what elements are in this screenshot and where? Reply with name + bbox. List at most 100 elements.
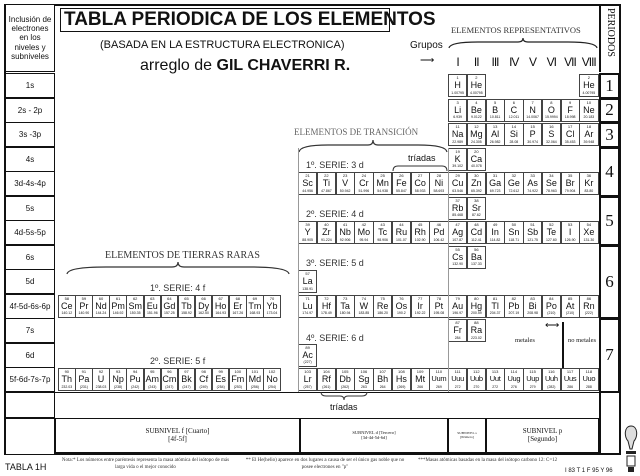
element-cell-pb[interactable]: 82 Pb 207.19 [504,294,524,318]
element-cell-hs[interactable]: 108 Hs (269) [391,368,411,391]
element-cell-bh[interactable]: 107 Bh 264 [373,368,393,391]
element-cell-pd[interactable]: 46 Pd 106.42 [429,221,449,244]
element-cell-u[interactable]: 92 U 238.03 [92,368,110,391]
element-cell-yb[interactable]: 70 Yb 173.04 [263,294,281,318]
element-cell-sb[interactable]: 51 Sb 121.75 [523,221,543,244]
element-cell-he[interactable]: 2 He 4.00795 [466,74,486,97]
element-cell-as[interactable]: 33 As 74.922 [523,172,543,195]
element-cell-i[interactable]: 53 I 126.90 [560,221,580,244]
element-cell-al[interactable]: 13 Al 26.982 [485,123,505,146]
element-cell-uuu[interactable]: 111 Uuu 272 [448,368,468,391]
element-cell-at[interactable]: 85 At (210) [560,294,580,318]
element-cell-se[interactable]: 34 Se 78.963 [541,172,561,195]
element-cell-tb[interactable]: 65 Tb 158.92 [177,294,196,318]
element-cell-ba[interactable]: 56 Ba 137.33 [466,245,486,269]
element-cell-au[interactable]: 79 Au 196.97 [448,294,468,318]
element-cell-tm[interactable]: 69 Tm 168.93 [246,294,264,318]
element-cell-ho[interactable]: 67 Ho 164.93 [211,294,230,318]
element-cell-o[interactable]: 8 O 15.9994 [541,98,561,122]
element-cell-nb[interactable]: 41 Nb 92.906 [335,221,355,244]
element-cell-hg[interactable]: 80 Hg 200.59 [466,294,486,318]
element-cell-uus[interactable]: 117 Uus 286 [560,368,580,391]
element-cell-pt[interactable]: 78 Pt 195.08 [429,294,449,318]
element-cell-pr[interactable]: 59 Pr 140.90 [75,294,93,318]
element-cell-ag[interactable]: 47 Ag 107.87 [448,221,468,244]
element-cell-in[interactable]: 49 In 114.82 [485,221,505,244]
element-cell-er[interactable]: 68 Er 167.26 [229,294,247,318]
element-cell-ge[interactable]: 32 Ge 72.612 [504,172,524,195]
element-cell-b[interactable]: 5 B 10.811 [485,98,505,122]
element-cell-h[interactable]: 1 H 1.00795 [448,74,468,97]
element-cell-rb[interactable]: 37 Rb 85.468 [448,196,468,220]
element-cell-c[interactable]: 6 C 12.011 [504,98,524,122]
element-cell-rh[interactable]: 45 Rh 102.90 [410,221,430,244]
element-cell-uub[interactable]: 112 Uub 270 [466,368,486,391]
element-cell-te[interactable]: 52 Te 127.60 [541,221,561,244]
element-cell-cl[interactable]: 17 Cl 35.453 [560,123,580,146]
element-cell-uut[interactable]: 113 Uut 272 [485,368,505,391]
element-cell-cr[interactable]: 24 Cr 51.996 [354,172,374,195]
element-cell-np[interactable]: 93 Np (238) [109,368,127,391]
element-cell-bk[interactable]: 97 Bk (247) [177,368,196,391]
element-cell-ti[interactable]: 22 Ti 47.867 [316,172,336,195]
element-cell-cm[interactable]: 96 Cm (247) [160,368,179,391]
element-cell-sn[interactable]: 50 Sn 118.71 [504,221,524,244]
element-cell-db[interactable]: 105 Db (262) [335,368,355,391]
element-cell-cs[interactable]: 55 Cs 132.90 [448,245,468,269]
element-cell-cu[interactable]: 29 Cu 63.546 [448,172,468,195]
element-cell-sm[interactable]: 62 Sm 150.35 [126,294,144,318]
element-cell-mg[interactable]: 12 Mg 24.305 [466,123,486,146]
element-cell-rn[interactable]: 86 Rn (222) [579,294,599,318]
element-cell-ra[interactable]: 88 Ra 223.02 [466,319,486,342]
element-cell-br[interactable]: 35 Br 79.904 [560,172,580,195]
element-cell-si[interactable]: 14 Si 28.08 [504,123,524,146]
element-cell-la[interactable]: 57 La 138.91 [298,270,318,293]
element-cell-dy[interactable]: 66 Dy 162.50 [194,294,213,318]
element-cell-am[interactable]: 95 Am (243) [143,368,162,391]
element-cell-ca[interactable]: 20 Ca 40.078 [466,147,486,171]
element-cell-re[interactable]: 75 Re 186.20 [373,294,393,318]
element-cell-fm[interactable]: 100 Fm (253) [229,368,247,391]
element-cell-mt[interactable]: 109 Mt 266 [410,368,430,391]
element-cell-pa[interactable]: 91 Pa (231) [75,368,93,391]
element-cell-ni[interactable]: 28 Ni 58.693 [429,172,449,195]
element-cell-he[interactable]: 2 He 4.00795 [579,74,599,97]
element-cell-uup[interactable]: 115 Uup 279 [523,368,543,391]
element-cell-rf[interactable]: 104 Rf (261) [316,368,336,391]
element-cell-mo[interactable]: 42 Mo 95.94 [354,221,374,244]
element-cell-xe[interactable]: 54 Xe 131.30 [579,221,599,244]
element-cell-ga[interactable]: 31 Ga 69.723 [485,172,505,195]
element-cell-lu[interactable]: 71 Lu 174.97 [298,294,318,318]
element-cell-ac[interactable]: 89 Ac (227) [298,343,318,367]
element-cell-tc[interactable]: 43 Tc 98.906 [373,221,393,244]
element-cell-cf[interactable]: 98 Cf (249) [194,368,213,391]
element-cell-es[interactable]: 99 Es (254) [211,368,230,391]
element-cell-uum[interactable]: 110 Uum 269 [429,368,449,391]
element-cell-nd[interactable]: 60 Nd 144.24 [92,294,110,318]
element-cell-uuo[interactable]: 118 Uuo 288 [579,368,599,391]
element-cell-mn[interactable]: 25 Mn 54.938 [373,172,393,195]
element-cell-ce[interactable]: 58 Ce 140.12 [58,294,76,318]
element-cell-lr[interactable]: 103 Lr (257) [298,368,318,391]
element-cell-n[interactable]: 7 N 14.0067 [523,98,543,122]
element-cell-gd[interactable]: 64 Gd 157.25 [160,294,179,318]
element-cell-os[interactable]: 76 Os 190.2 [391,294,411,318]
element-cell-zn[interactable]: 30 Zn 65.392 [466,172,486,195]
element-cell-fr[interactable]: 87 Fr 284 [448,319,468,342]
element-cell-sr[interactable]: 38 Sr 87.62 [466,196,486,220]
element-cell-ta[interactable]: 73 Ta 180.94 [335,294,355,318]
element-cell-li[interactable]: 3 Li 6.939 [448,98,468,122]
element-cell-w[interactable]: 74 W 183.85 [354,294,374,318]
element-cell-p[interactable]: 15 P 30.974 [523,123,543,146]
element-cell-ru[interactable]: 44 Ru 101.07 [391,221,411,244]
element-cell-ir[interactable]: 77 Ir 192.22 [410,294,430,318]
element-cell-na[interactable]: 11 Na 22.989 [448,123,468,146]
element-cell-uuh[interactable]: 116 Uuh (282) [541,368,561,391]
element-cell-uug[interactable]: 114 Uug 276 [504,368,524,391]
element-cell-f[interactable]: 9 F 18.998 [560,98,580,122]
element-cell-th[interactable]: 90 Th 232.03 [58,368,76,391]
element-cell-tl[interactable]: 81 Tl 204.37 [485,294,505,318]
element-cell-sg[interactable]: 106 Sg 263 [354,368,374,391]
element-cell-fe[interactable]: 26 Fe 55.847 [391,172,411,195]
element-cell-be[interactable]: 4 Be 9.0122 [466,98,486,122]
